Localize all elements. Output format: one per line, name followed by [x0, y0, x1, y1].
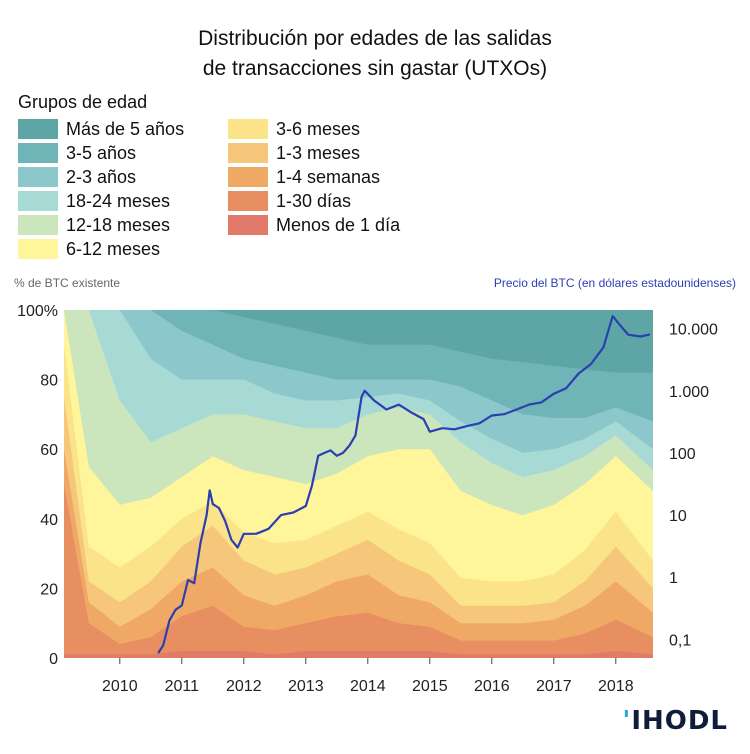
legend-item-mas-de-5-anos: Más de 5 años — [18, 118, 184, 140]
legend-label: Más de 5 años — [66, 118, 185, 139]
legend-item-menos-de-1-dia: Menos de 1 día — [228, 214, 400, 236]
y2-tick-label: 1.000 — [669, 384, 709, 401]
legend-item-1-30-dias: 1-30 días — [228, 190, 351, 212]
x-tick-label: 2012 — [226, 678, 262, 695]
legend-label: 3-5 años — [66, 142, 137, 163]
y2-tick-label: 0,1 — [669, 632, 691, 649]
legend-swatch — [18, 143, 58, 163]
logo-text: IHODL — [631, 706, 728, 736]
band-1-4-semanas — [64, 449, 653, 658]
legend-swatch — [228, 215, 268, 235]
legend-swatch — [18, 239, 58, 259]
legend-item-1-3-meses: 1-3 meses — [228, 142, 360, 164]
y-tick-label: 0 — [49, 651, 58, 668]
legend-item-12-18-meses: 12-18 meses — [18, 214, 170, 236]
band-1-30-dias — [64, 484, 653, 658]
legend-item-18-24-meses: 18-24 meses — [18, 190, 170, 212]
logo-mark: ' — [622, 706, 632, 736]
legend-item-3-6-meses: 3-6 meses — [228, 118, 360, 140]
y-tick-label: 100% — [17, 303, 58, 320]
y-tick-label: 20 — [40, 581, 58, 598]
legend-label: Menos de 1 día — [276, 214, 401, 235]
x-tick-label: 2015 — [412, 678, 448, 695]
legend-item-6-12-meses: 6-12 meses — [18, 238, 160, 260]
band-menos-de-1-dia — [64, 651, 653, 658]
y2-tick-label: 10.000 — [669, 322, 718, 339]
legend-item-3-5-anos: 3-5 años — [18, 142, 136, 164]
x-tick-label: 2011 — [165, 678, 200, 695]
y-tick-label: 60 — [40, 442, 58, 459]
legend: Más de 5 años 3-5 años 2-3 años 18-24 meses… — [0, 118, 750, 268]
left-axis-caption: % de BTC existente — [14, 276, 121, 290]
legend-label: 1-3 meses — [276, 142, 361, 163]
legend-label: 18-24 meses — [66, 190, 171, 211]
chart-title: Distribución por edades de las salidas d… — [0, 24, 750, 84]
x-tick-label: 2018 — [598, 678, 634, 695]
legend-swatch — [18, 215, 58, 235]
x-tick-label: 2016 — [474, 678, 510, 695]
legend-swatch — [228, 143, 268, 163]
chart-title-line-2: de transacciones sin gastar (UTXOs) — [202, 57, 548, 80]
y-tick-label: 40 — [40, 512, 58, 529]
price-line — [157, 314, 651, 654]
x-tick-label: 2010 — [102, 678, 138, 695]
legend-label: 6-12 meses — [66, 238, 161, 259]
ihodl-logo: 'IHODL — [622, 706, 728, 736]
legend-label: 3-6 meses — [276, 118, 361, 139]
right-axis-caption: Precio del BTC (en dólares estadounidens… — [493, 276, 736, 290]
chart-title-line-1: Distribución por edades de las salidas — [198, 27, 552, 50]
y-tick-label: 80 — [40, 373, 58, 390]
legend-title: Grupos de edad — [18, 92, 148, 112]
legend-item-1-4-semanas: 1-4 semanas — [228, 166, 380, 188]
legend-swatch — [228, 119, 268, 139]
legend-swatch — [18, 119, 58, 139]
legend-label: 2-3 años — [66, 166, 137, 187]
legend-swatch — [18, 191, 58, 211]
legend-label: 1-30 días — [276, 190, 352, 211]
legend-swatch — [228, 167, 268, 187]
y2-tick-label: 100 — [669, 446, 696, 463]
legend-label: 12-18 meses — [66, 214, 171, 235]
x-tick-label: 2013 — [288, 678, 324, 695]
y2-tick-label: 1 — [669, 570, 678, 587]
legend-swatch — [228, 191, 268, 211]
x-tick-label: 2017 — [536, 678, 572, 695]
y2-tick-label: 10 — [669, 508, 687, 525]
legend-item-2-3-anos: 2-3 años — [18, 166, 136, 188]
legend-swatch — [18, 167, 58, 187]
x-tick-label: 2014 — [350, 678, 386, 695]
legend-label: 1-4 semanas — [276, 166, 381, 187]
